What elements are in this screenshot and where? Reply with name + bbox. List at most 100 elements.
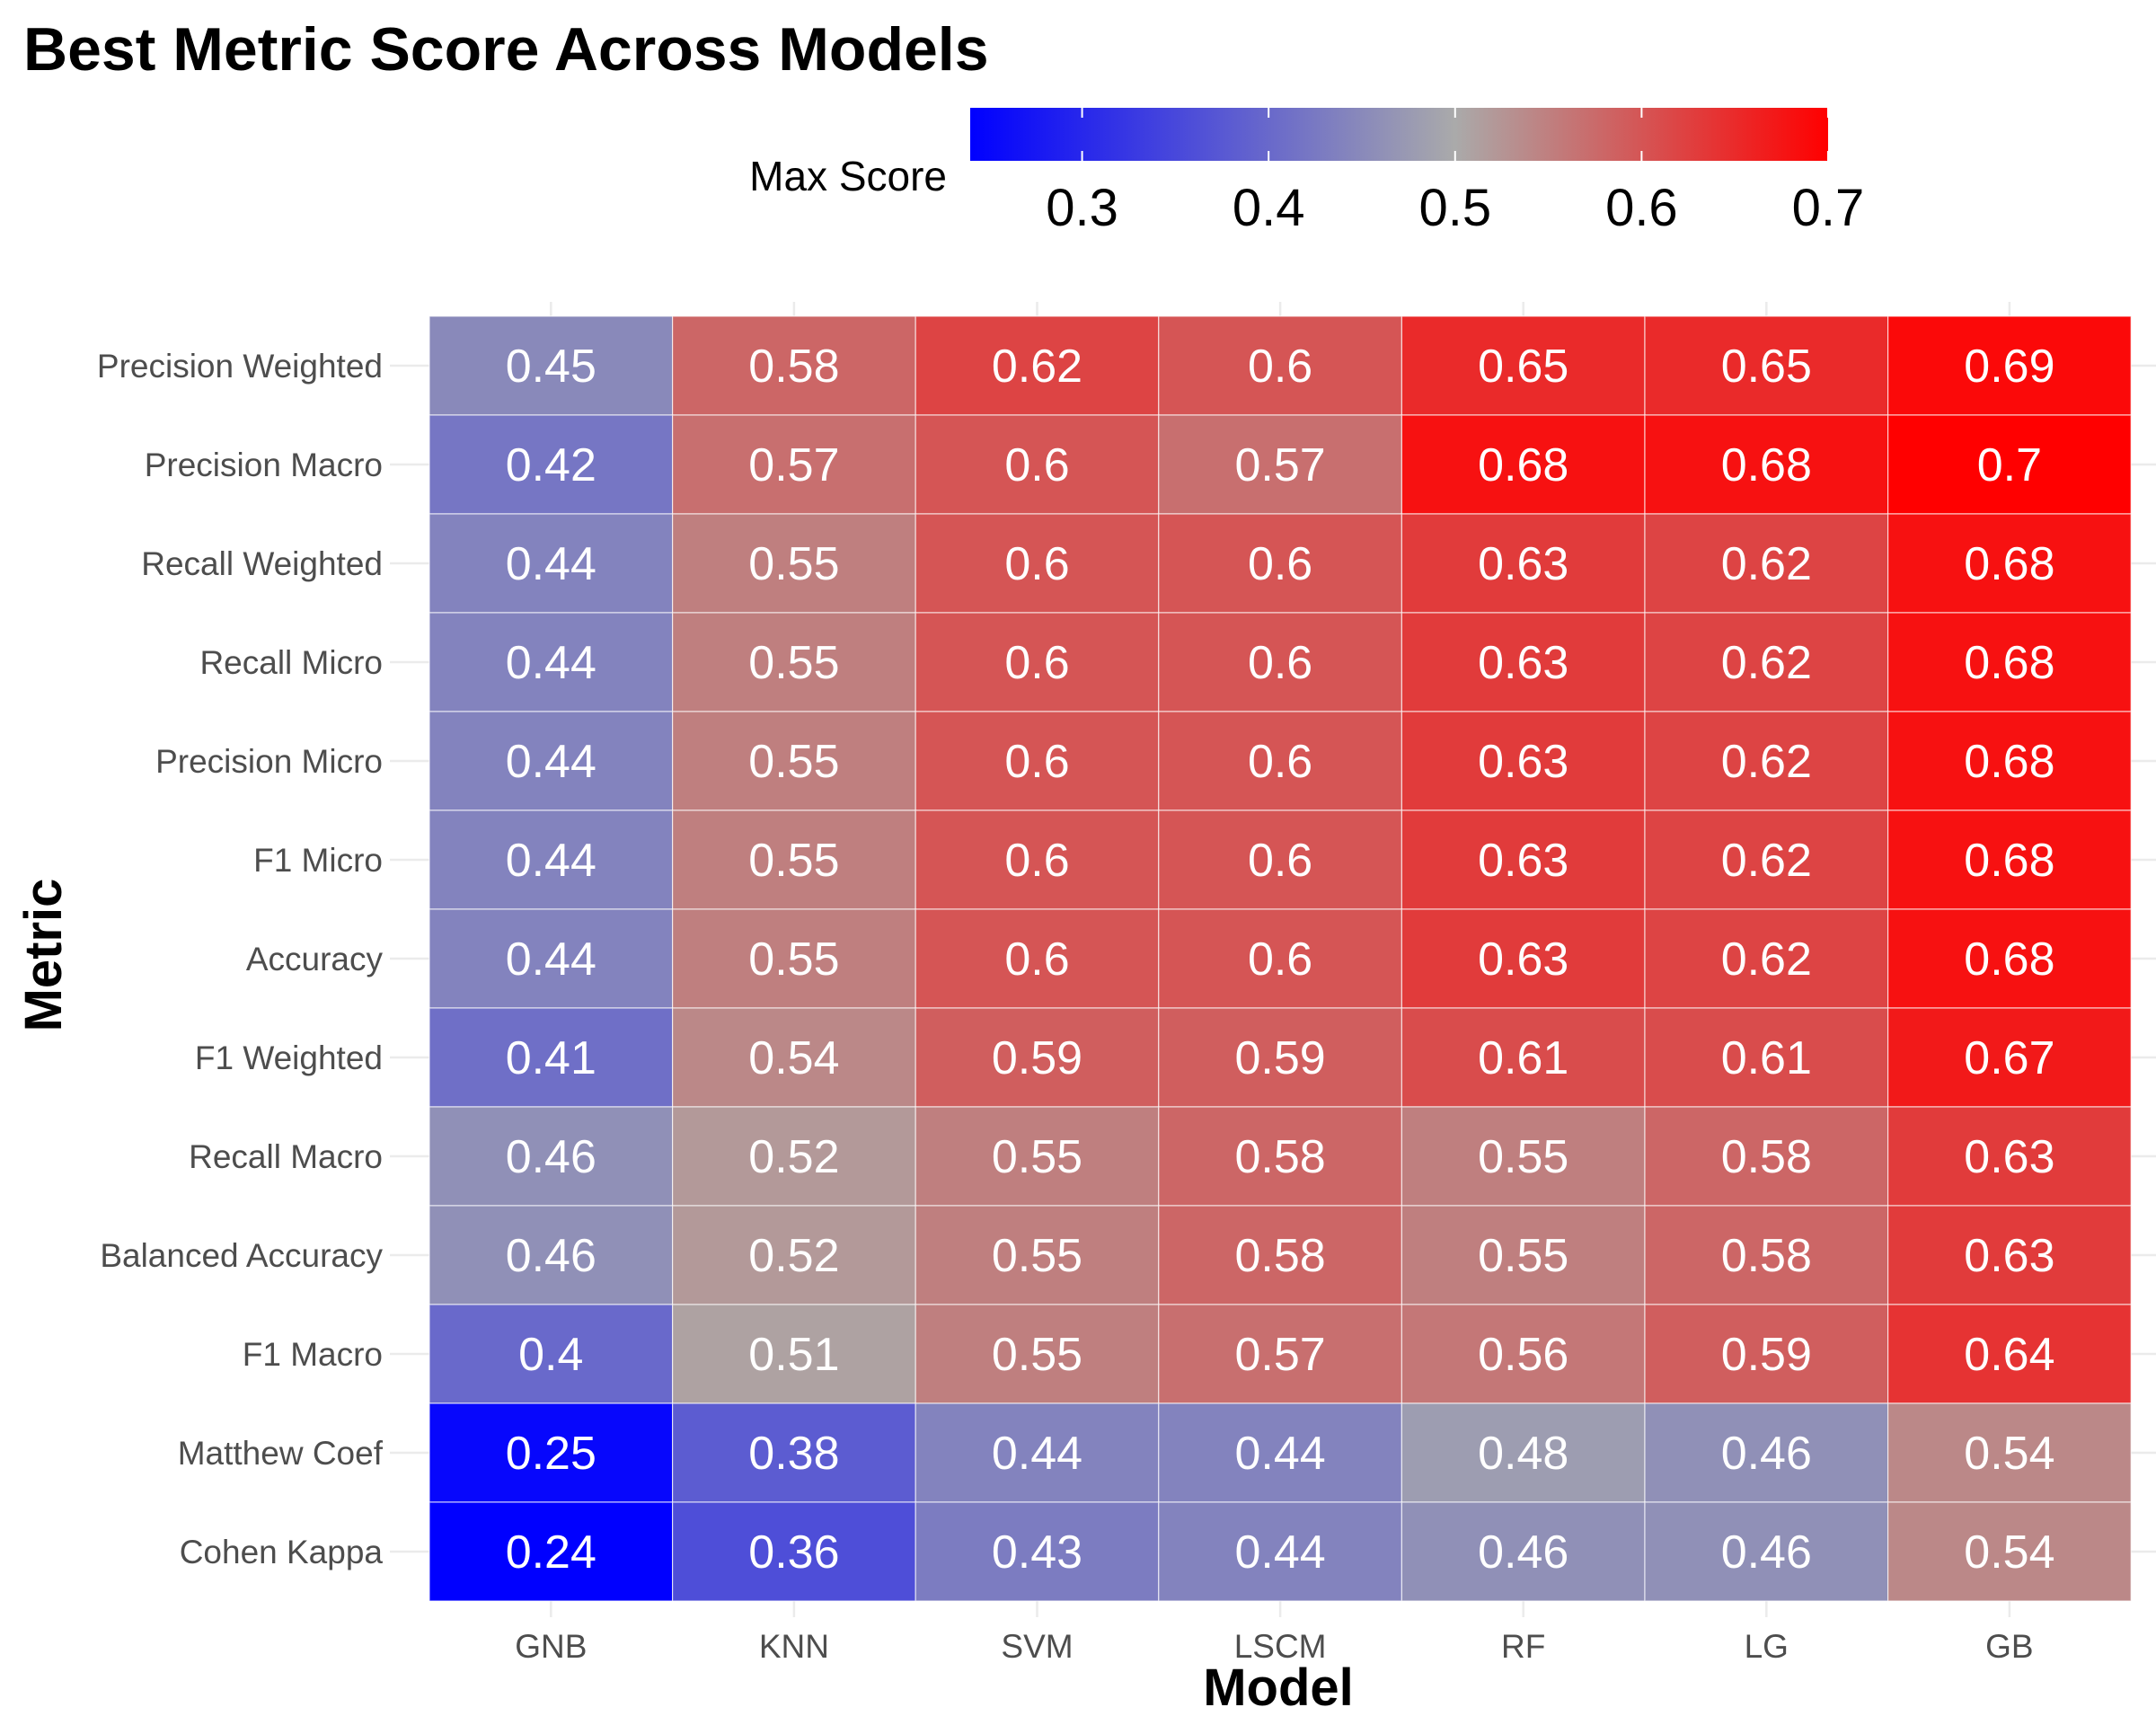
- cell-value-label: 0.52: [748, 1131, 839, 1183]
- heatmap-cell: [1887, 1106, 2132, 1207]
- heatmap-cell: [1401, 414, 1646, 515]
- cell-value-label: 0.7: [1977, 439, 2042, 491]
- heatmap-cells: 0.45 0.58 0.62 0.6 0.65 0.65 0.69 0.42 0.57 0.6 0.…: [429, 315, 2132, 1602]
- y-tick-label: Matthew Coef: [178, 1435, 384, 1472]
- cell-value-label: 0.51: [748, 1329, 839, 1381]
- cell-value-label: 0.63: [1964, 1230, 2054, 1282]
- heatmap-cell: [671, 711, 916, 811]
- heatmap-cell: [1644, 809, 1889, 910]
- x-tick-label: RF: [1501, 1628, 1545, 1665]
- cell-value-label: 0.62: [1721, 637, 1812, 689]
- cell-value-label: 0.44: [506, 538, 596, 590]
- heatmap-cell: [429, 711, 674, 811]
- y-tick-label: Recall Weighted: [141, 545, 383, 582]
- heatmap-cell: [671, 1402, 916, 1503]
- cell-value-label: 0.55: [748, 835, 839, 887]
- y-tick-label: Accuracy: [246, 941, 384, 978]
- cell-value-label: 0.55: [748, 736, 839, 788]
- heatmap-cell: [429, 1501, 674, 1602]
- color-legend: Max Score 0.3 0.4 0.5 0.6 0.7: [749, 108, 1864, 237]
- cell-value-label: 0.62: [1721, 933, 1812, 986]
- heatmap-cell: [671, 1007, 916, 1108]
- cell-value-label: 0.6: [1248, 835, 1312, 887]
- heatmap-cell: [1158, 1304, 1403, 1404]
- cell-value-label: 0.25: [506, 1428, 596, 1480]
- heatmap-cell: [429, 1402, 674, 1503]
- x-tick-label: GNB: [515, 1628, 587, 1665]
- heatmap-cell: [1401, 1402, 1646, 1503]
- heatmap-cell: [1644, 612, 1889, 712]
- heatmap-cell: [1644, 1304, 1889, 1404]
- heatmap-cell: [915, 414, 1160, 515]
- cell-value-label: 0.44: [506, 835, 596, 887]
- cell-value-label: 0.24: [506, 1526, 596, 1579]
- heatmap-cell: [671, 1106, 916, 1207]
- cell-value-label: 0.57: [1234, 439, 1325, 491]
- cell-value-label: 0.57: [1234, 1329, 1325, 1381]
- cell-value-label: 0.6: [1004, 637, 1069, 689]
- cell-value-label: 0.54: [1964, 1526, 2054, 1579]
- cell-value-label: 0.63: [1478, 637, 1568, 689]
- legend-tick-label: 0.5: [1418, 179, 1491, 237]
- heatmap-cell: [1887, 513, 2132, 614]
- heatmap-cell: [1644, 513, 1889, 614]
- heatmap-cell: [915, 1501, 1160, 1602]
- cell-value-label: 0.68: [1964, 637, 2054, 689]
- heatmap-cell: [915, 908, 1160, 1009]
- cell-value-label: 0.6: [1248, 341, 1312, 393]
- heatmap-cell: [429, 414, 674, 515]
- heatmap-cell: [915, 711, 1160, 811]
- heatmap-cell: [1644, 1007, 1889, 1108]
- cell-value-label: 0.64: [1964, 1329, 2054, 1381]
- heatmap-cell: [1158, 1106, 1403, 1207]
- cell-value-label: 0.58: [1234, 1131, 1325, 1183]
- heatmap-cell: [1401, 1501, 1646, 1602]
- cell-value-label: 0.57: [748, 439, 839, 491]
- heatmap-cell: [915, 1402, 1160, 1503]
- cell-value-label: 0.63: [1478, 538, 1568, 590]
- cell-value-label: 0.38: [748, 1428, 839, 1480]
- cell-value-label: 0.55: [1478, 1131, 1568, 1183]
- cell-value-label: 0.44: [506, 736, 596, 788]
- cell-value-label: 0.62: [1721, 736, 1812, 788]
- cell-value-label: 0.55: [748, 538, 839, 590]
- heatmap-cell: [1401, 612, 1646, 712]
- heatmap-cell: [429, 612, 674, 712]
- heatmap-cell: [1887, 711, 2132, 811]
- cell-value-label: 0.65: [1721, 341, 1812, 393]
- cell-value-label: 0.44: [506, 637, 596, 689]
- cell-value-label: 0.48: [1478, 1428, 1568, 1480]
- cell-value-label: 0.41: [506, 1032, 596, 1084]
- cell-value-label: 0.61: [1478, 1032, 1568, 1084]
- cell-value-label: 0.67: [1964, 1032, 2054, 1084]
- heatmap-cell: [671, 513, 916, 614]
- heatmap-cell: [429, 908, 674, 1009]
- heatmap-cell: [1644, 1205, 1889, 1305]
- heatmap-cell: [671, 1501, 916, 1602]
- cell-value-label: 0.6: [1248, 736, 1312, 788]
- cell-value-label: 0.68: [1721, 439, 1812, 491]
- cell-value-label: 0.46: [1721, 1526, 1812, 1579]
- heatmap-cell: [1401, 1205, 1646, 1305]
- heatmap-cell: [1644, 1501, 1889, 1602]
- cell-value-label: 0.46: [1478, 1526, 1568, 1579]
- cell-value-label: 0.36: [748, 1526, 839, 1579]
- x-axis-tick-labels: GNB KNN SVM LSCM RF LG GB: [515, 1628, 2033, 1665]
- y-tick-label: Precision Macro: [145, 447, 383, 483]
- heatmap-cell: [1887, 612, 2132, 712]
- cell-value-label: 0.63: [1478, 933, 1568, 986]
- cell-value-label: 0.4: [518, 1329, 583, 1381]
- heatmap-cell: [1158, 612, 1403, 712]
- cell-value-label: 0.56: [1478, 1329, 1568, 1381]
- cell-value-label: 0.65: [1478, 341, 1568, 393]
- x-tick-label: GB: [1985, 1628, 2033, 1665]
- heatmap-cell: [1401, 513, 1646, 614]
- cell-value-label: 0.62: [1721, 835, 1812, 887]
- cell-value-label: 0.55: [748, 637, 839, 689]
- heatmap-cell: [1644, 1106, 1889, 1207]
- y-tick-label: F1 Macro: [243, 1336, 383, 1373]
- cell-value-label: 0.52: [748, 1230, 839, 1282]
- cell-value-label: 0.68: [1964, 835, 2054, 887]
- cell-value-label: 0.62: [1721, 538, 1812, 590]
- cell-value-label: 0.46: [1721, 1428, 1812, 1480]
